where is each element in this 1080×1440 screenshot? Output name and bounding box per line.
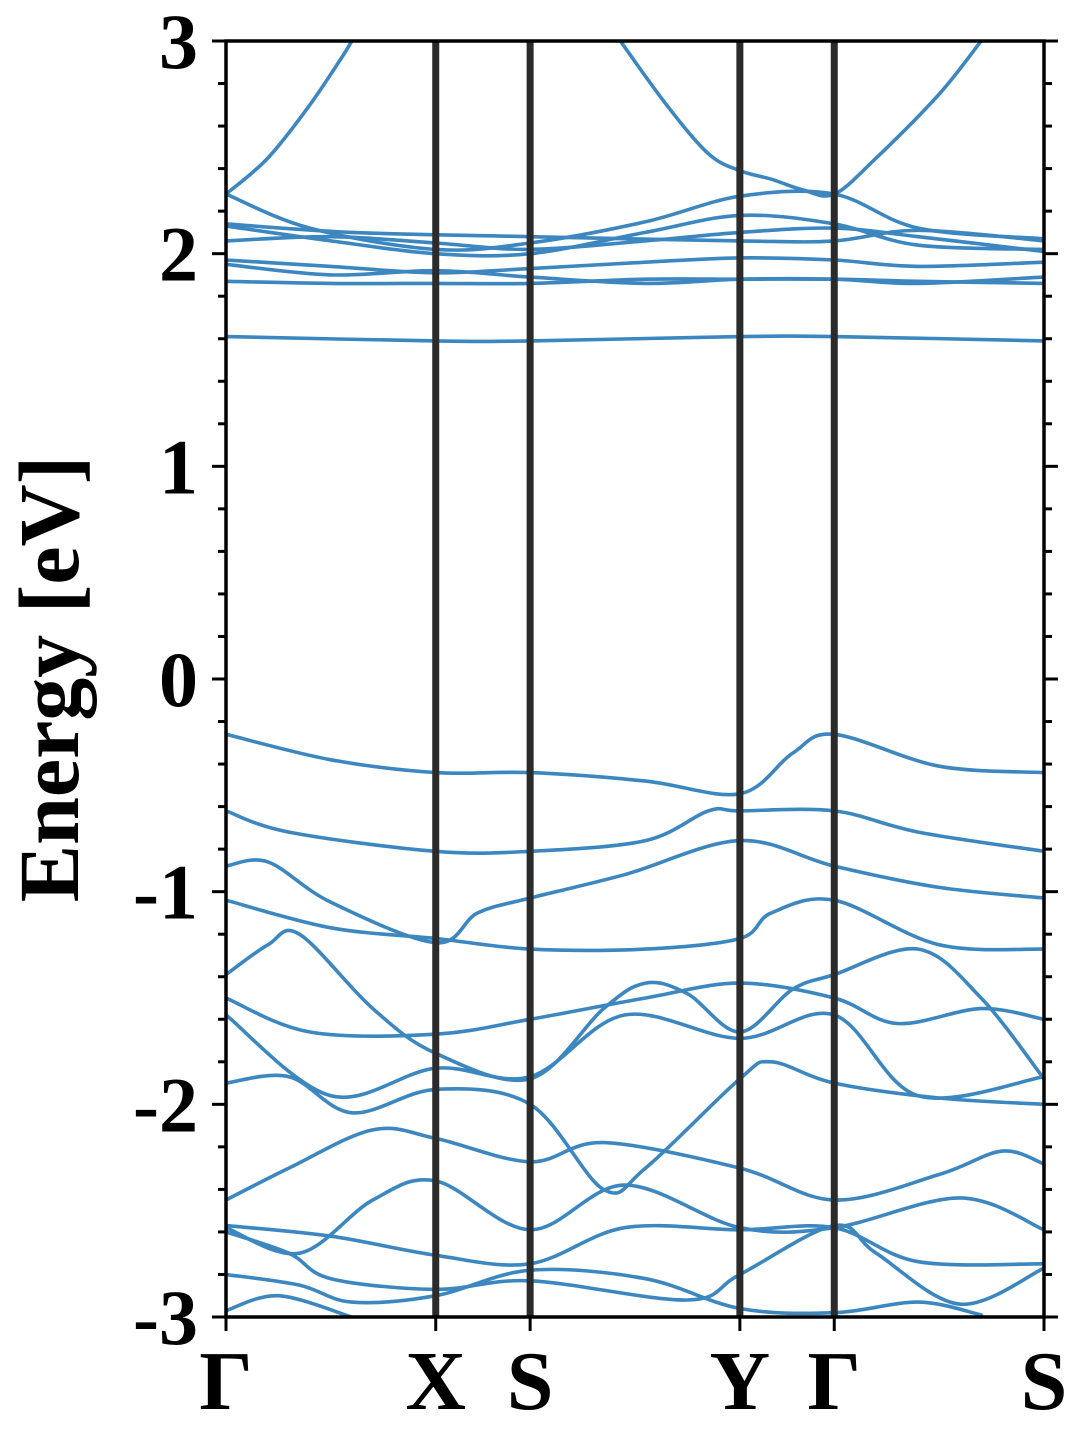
band-line-16 [226,981,1044,1038]
band-line-23 [226,1293,354,1317]
y-tick-label: 0 [159,636,198,723]
band-line-8 [226,262,1044,286]
band-line-15 [226,928,1044,1083]
band-line-1 [226,41,354,196]
y-tick-label: 1 [159,423,198,510]
band-line-4 [226,222,1044,244]
band-line-14 [226,897,1044,953]
band-line-13 [226,838,1044,945]
band-line-12 [226,806,1044,855]
kpoint-label-5: Γ [808,1335,861,1428]
y-tick-label: -1 [133,849,198,936]
band-line-18 [226,1059,1044,1195]
band-line-21 [226,1223,1044,1267]
band-line-11 [226,732,1044,797]
y-tick-label: -2 [133,1061,198,1148]
band-line-6 [226,226,1044,254]
band-line-24 [226,1267,983,1317]
y-tick-label: 2 [159,211,198,298]
kpoint-label-1: Γ [199,1335,252,1428]
band-line-2 [618,41,983,198]
band-line-22 [226,1223,1044,1307]
y-tick-label: 3 [159,0,198,85]
band-line-20 [226,1178,1044,1256]
kpoint-label-4: Y [710,1335,771,1428]
y-axis-title: Energy [eV] [1,456,97,903]
kpoint-label-6: S [1021,1335,1068,1428]
band-line-7 [226,256,1044,275]
kpoint-label-2: X [405,1335,466,1428]
band-line-10 [226,334,1044,344]
band-line-5 [226,213,1044,258]
band-line-17 [226,1011,1044,1100]
y-tick-label: -3 [133,1274,198,1361]
kpoint-label-3: S [507,1335,554,1428]
band-line-19 [226,1126,1044,1202]
band-lines [226,41,1044,1317]
band-line-9 [226,277,1044,286]
